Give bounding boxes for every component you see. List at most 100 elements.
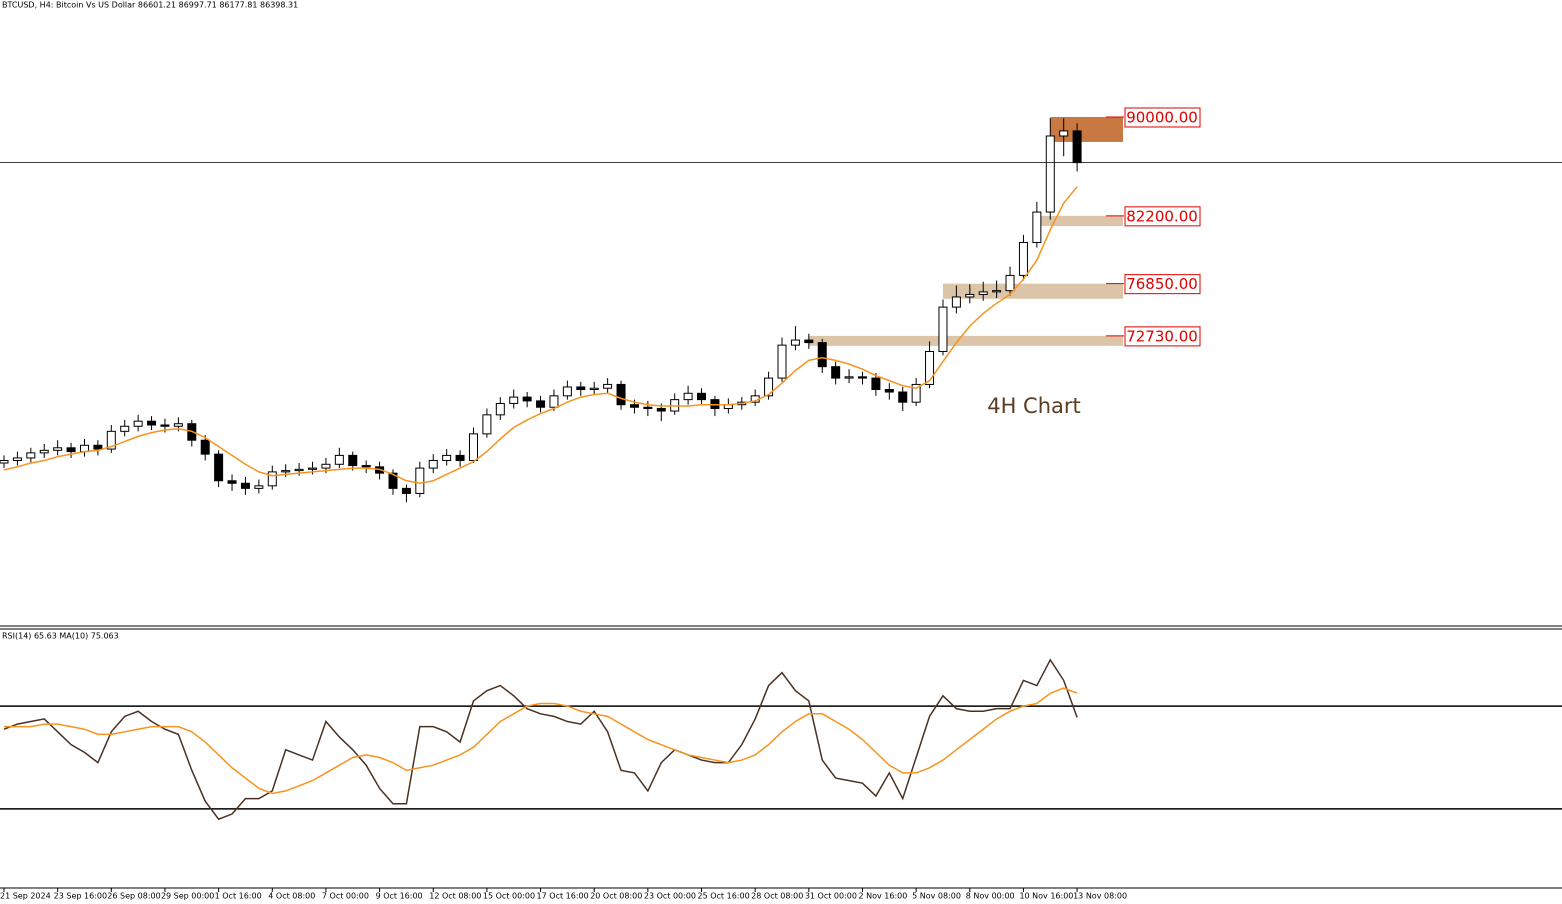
candle-body	[227, 480, 237, 484]
level-label-box	[1124, 206, 1201, 227]
x-tick-label: 21 Sep 2024	[0, 892, 51, 901]
candle-body	[428, 459, 438, 469]
candle-body	[133, 420, 143, 427]
level-label: 90000.00	[1126, 108, 1198, 126]
candle-body	[415, 467, 425, 494]
candle-body	[214, 453, 224, 482]
level-zone	[942, 283, 1123, 299]
x-tick-label: 12 Oct 08:00	[429, 892, 481, 901]
candle-body	[482, 414, 492, 435]
x-tick-label: 31 Oct 00:00	[805, 892, 857, 901]
candle-body	[442, 454, 452, 461]
candle-body	[831, 366, 841, 379]
candle-body	[764, 377, 774, 397]
candle-body	[468, 433, 478, 461]
candle-body	[562, 386, 572, 397]
candle-body	[455, 454, 465, 461]
candle-body	[12, 457, 22, 461]
candle-body	[629, 404, 639, 408]
candle-body	[992, 290, 1002, 293]
candle-body	[1059, 130, 1069, 137]
candle-body	[884, 388, 894, 393]
moving-average	[3, 186, 1078, 485]
candle-body	[401, 487, 411, 494]
candle-body	[536, 400, 546, 408]
candle-body	[0, 459, 9, 464]
level-label-box	[1124, 107, 1201, 128]
candle-body	[643, 406, 653, 410]
x-tick-label: 29 Sep 00:00	[161, 892, 214, 901]
candle-body	[777, 344, 787, 379]
candle-body	[938, 306, 948, 352]
candle-body	[147, 420, 157, 426]
candle-body	[804, 339, 814, 344]
rsi-title: RSI(14) 65.63 MA(10) 75.063	[2, 632, 119, 641]
candle-body	[817, 342, 827, 368]
x-tick-label: 13 Nov 08:00	[1073, 892, 1127, 901]
candle-body	[93, 444, 103, 450]
level-zone	[808, 335, 1123, 346]
candle-body	[549, 395, 559, 408]
candle-body	[951, 296, 961, 308]
candle-body	[898, 391, 908, 403]
candle-body	[844, 376, 854, 379]
x-tick-label: 20 Oct 08:00	[590, 892, 642, 901]
candle-body	[978, 291, 988, 295]
candle-body	[1072, 130, 1082, 164]
x-tick-label: 2 Nov 16:00	[858, 892, 907, 901]
candle-body	[267, 471, 277, 487]
candle-body	[603, 383, 613, 389]
x-tick-label: 4 Oct 08:00	[268, 892, 315, 901]
rsi-line	[4, 687, 1078, 795]
candle-body	[348, 454, 358, 467]
x-tick-label: 1 Oct 16:00	[215, 892, 262, 901]
candle-body	[790, 339, 800, 346]
candle-body	[576, 386, 586, 390]
x-tick-label: 9 Oct 16:00	[376, 892, 423, 901]
candle-body	[53, 447, 63, 451]
candle-body	[66, 447, 76, 453]
candle-body	[388, 472, 398, 489]
candle-body	[254, 485, 264, 489]
candle-body	[281, 470, 291, 473]
x-tick-label: 17 Oct 16:00	[537, 892, 589, 901]
level-label: 82200.00	[1126, 207, 1198, 225]
candle-body	[39, 449, 49, 454]
x-tick-label: 10 Nov 16:00	[1019, 892, 1073, 901]
candle-body	[697, 392, 707, 401]
level-label-box	[1124, 274, 1201, 295]
price-title: BTCUSD, H4: Bitcoin Vs US Dollar 86601.2…	[2, 1, 298, 10]
x-tick-label: 28 Oct 08:00	[751, 892, 803, 901]
candle-body	[1032, 211, 1042, 243]
level-label: 76850.00	[1126, 275, 1198, 293]
candle-body	[509, 396, 519, 404]
candle-body	[683, 392, 693, 401]
candle-body	[1005, 274, 1015, 292]
candle-body	[1018, 241, 1028, 276]
candle-body	[522, 396, 532, 402]
candle-body	[965, 293, 975, 298]
x-tick-label: 23 Sep 16:00	[54, 892, 107, 901]
x-tick-label: 23 Oct 00:00	[644, 892, 696, 901]
x-tick-label: 26 Sep 08:00	[107, 892, 160, 901]
x-tick-label: 15 Oct 00:00	[483, 892, 535, 901]
candle-body	[495, 402, 505, 416]
x-tick-label: 7 Oct 00:00	[322, 892, 369, 901]
candle-body	[361, 465, 371, 468]
candle-body	[321, 463, 331, 469]
candle-body	[120, 425, 130, 432]
candle-body	[160, 424, 170, 427]
level-label-box	[1124, 326, 1201, 347]
candle-body	[173, 423, 183, 427]
x-tick-label: 5 Nov 08:00	[912, 892, 961, 901]
candle-body	[911, 383, 921, 403]
level-label: 72730.00	[1126, 327, 1198, 345]
candle-body	[1045, 135, 1055, 213]
candle-body	[26, 452, 36, 459]
candle-body	[334, 454, 344, 465]
candle-body	[589, 387, 599, 390]
level-zone	[1050, 116, 1123, 142]
candle-body	[925, 350, 935, 385]
